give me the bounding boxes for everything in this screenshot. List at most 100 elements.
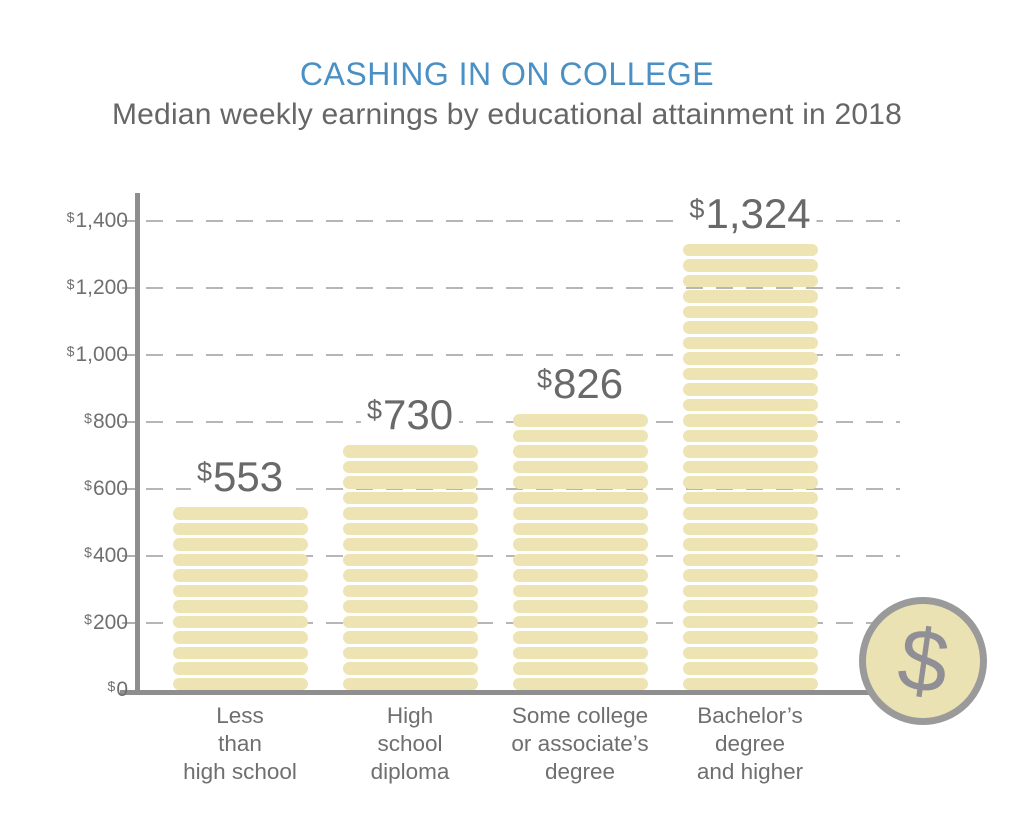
- bill-segment: [342, 553, 478, 566]
- bill-segment: [682, 445, 818, 458]
- bill-segment: [682, 677, 818, 690]
- bill-segment: [682, 414, 818, 427]
- bill-segment: [682, 584, 818, 597]
- bill-segment: [682, 631, 818, 644]
- bill-segment: [512, 414, 648, 427]
- bill-segment: [682, 259, 818, 272]
- bill-segment: [682, 367, 818, 380]
- x-axis-label-2: High school diploma: [290, 702, 530, 786]
- y-axis-tick-400: [122, 555, 135, 557]
- y-tick-label-0: $0: [107, 678, 128, 701]
- bill-segment: [342, 584, 478, 597]
- y-tick-label-1400: $1,400: [66, 209, 128, 232]
- x-axis-label-1: Less than high school: [120, 702, 360, 786]
- bill-segment: [682, 522, 818, 535]
- bill-segment: [172, 615, 308, 628]
- y-tick-label-200: $200: [84, 611, 128, 634]
- bill-segment: [682, 398, 818, 411]
- bill-segment: [342, 445, 478, 458]
- x-axis-label-line: high school: [183, 759, 297, 784]
- bar-3: [512, 414, 648, 690]
- bill-segment: [342, 538, 478, 551]
- chart-subtitle: Median weekly earnings by educational at…: [111, 98, 903, 131]
- currency-symbol: $: [66, 276, 75, 292]
- x-axis-label-line: Less: [216, 703, 264, 728]
- bill-segment: [172, 569, 308, 582]
- currency-symbol: $: [107, 678, 116, 694]
- currency-symbol: $: [366, 395, 382, 425]
- currency-symbol: $: [84, 611, 92, 627]
- x-axis-label-line: than: [218, 731, 262, 756]
- bill-segment: [512, 677, 648, 690]
- bar-value-label-3: $826: [530, 362, 630, 411]
- bill-segment: [682, 600, 818, 613]
- bill-segment: [512, 569, 648, 582]
- bill-segment: [682, 274, 818, 287]
- bill-segment: [682, 476, 818, 489]
- bill-segment: [342, 507, 478, 520]
- bill-segment: [172, 677, 308, 690]
- currency-symbol: $: [196, 457, 212, 487]
- bill-segment: [172, 600, 308, 613]
- currency-symbol: $: [84, 410, 92, 426]
- bar-value-label-1: $553: [190, 455, 290, 504]
- x-axis-label-4: Bachelor’s degree and higher: [630, 702, 870, 786]
- bill-segment: [172, 538, 308, 551]
- dollar-coin-icon: $: [859, 597, 987, 725]
- y-axis-tick-200: [122, 622, 135, 624]
- y-axis-tick-800: [122, 421, 135, 423]
- bar-4: [682, 243, 818, 690]
- bill-segment: [342, 522, 478, 535]
- bill-segment: [512, 646, 648, 659]
- y-tick-label-800: $800: [84, 410, 128, 433]
- bill-segment: [682, 491, 818, 504]
- bill-segment: [172, 584, 308, 597]
- bill-segment: [512, 491, 648, 504]
- x-axis-label-line: diploma: [370, 759, 450, 784]
- bill-segment: [342, 631, 478, 644]
- y-tick-label-1000: $1,000: [66, 343, 128, 366]
- x-axis-label-3: Some college or associate’s degree: [460, 702, 700, 786]
- bill-segment: [342, 460, 478, 473]
- bill-segment: [512, 429, 648, 442]
- bill-segment: [512, 584, 648, 597]
- bill-segment: [512, 522, 648, 535]
- bill-segment: [682, 321, 818, 334]
- bar-value-label-4: $1,324: [683, 191, 817, 241]
- y-tick-label-400: $400: [84, 544, 128, 567]
- x-axis-label-line: Some college: [511, 703, 649, 728]
- bill-segment: [682, 538, 818, 551]
- y-axis-tick-1200: [122, 287, 135, 289]
- bill-segment: [682, 460, 818, 473]
- x-axis-label-line: and higher: [696, 759, 804, 784]
- bill-segment: [172, 662, 308, 675]
- bill-segment: [682, 615, 818, 628]
- x-axis-label-line: High: [386, 703, 434, 728]
- bill-segment: [342, 491, 478, 504]
- bill-segment: [172, 646, 308, 659]
- gridline-1200: [146, 287, 900, 289]
- bill-segment: [682, 507, 818, 520]
- currency-symbol: $: [84, 477, 92, 493]
- gridline-1400: [146, 220, 900, 222]
- bill-segment: [512, 615, 648, 628]
- x-axis-line: [120, 690, 900, 695]
- bill-segment: [512, 631, 648, 644]
- bill-segment: [172, 631, 308, 644]
- y-tick-label-1200: $1,200: [66, 276, 128, 299]
- gridline-600: [146, 488, 900, 490]
- bill-segment: [682, 662, 818, 675]
- bill-segment: [682, 290, 818, 303]
- bill-segment: [682, 569, 818, 582]
- bill-segment: [512, 553, 648, 566]
- gridline-1000: [146, 354, 900, 356]
- bill-segment: [512, 662, 648, 675]
- chart-title: CASHING IN ON COLLEGE: [299, 56, 715, 92]
- y-axis-line: [135, 193, 140, 695]
- bill-segment: [512, 445, 648, 458]
- bill-segment: [682, 383, 818, 396]
- bill-segment: [682, 336, 818, 349]
- bar-1: [172, 507, 308, 690]
